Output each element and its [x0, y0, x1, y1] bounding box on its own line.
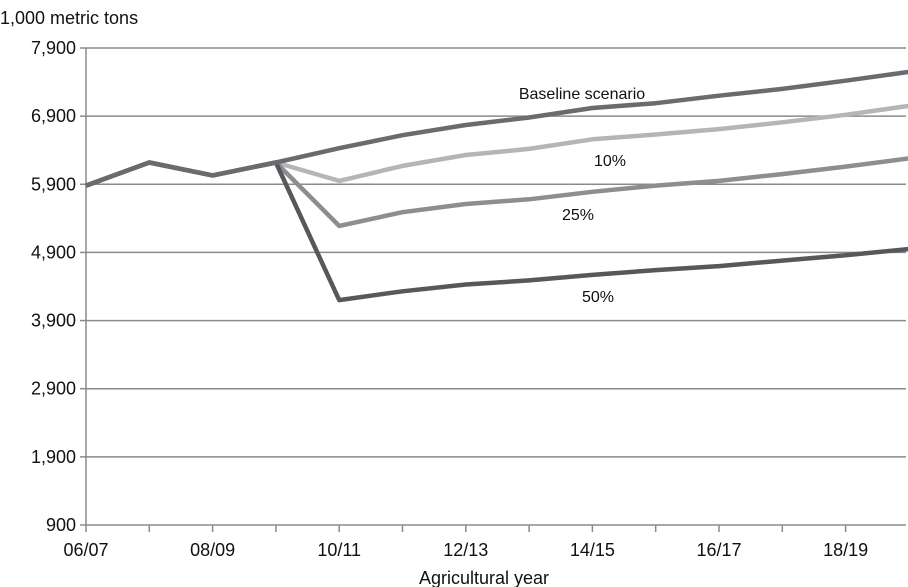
series-label: Baseline scenario	[519, 86, 645, 103]
series-line	[85, 156, 908, 229]
y-tick-label: 5,900	[31, 174, 76, 194]
y-tick-label: 1,900	[31, 447, 76, 467]
y-tick-label: 6,900	[31, 106, 76, 126]
x-tick-label: 08/09	[190, 540, 235, 560]
series-label: 50%	[582, 289, 614, 306]
x-tick-label: 16/17	[696, 540, 741, 560]
series-lines	[85, 69, 908, 303]
x-axis-label: Agricultural year	[419, 568, 549, 587]
series-line	[85, 160, 908, 303]
y-tick-label: 3,900	[31, 311, 76, 331]
axes	[80, 47, 906, 532]
y-tick-label: 7,900	[31, 38, 76, 58]
x-tick-label: 18/19	[823, 540, 868, 560]
series-label: 25%	[562, 207, 594, 224]
y-tick-label: 4,900	[31, 242, 76, 262]
y-tick-label: 900	[46, 515, 76, 535]
series-line	[85, 69, 908, 188]
tick-and-series-labels: 900 1,900 2,900 3,900 4,900 5,900 6,900 7,900 06…	[31, 38, 868, 560]
x-tick-label: 10/11	[317, 540, 361, 560]
y-tick-label: 2,900	[31, 379, 76, 399]
x-tick-label: 12/13	[443, 540, 488, 560]
x-tick-label: 06/07	[63, 540, 108, 560]
grid-lines	[86, 47, 906, 458]
x-tick-label: 14/15	[570, 540, 615, 560]
y-unit-label: 1,000 metric tons	[0, 8, 138, 28]
series-label: 10%	[594, 153, 626, 170]
